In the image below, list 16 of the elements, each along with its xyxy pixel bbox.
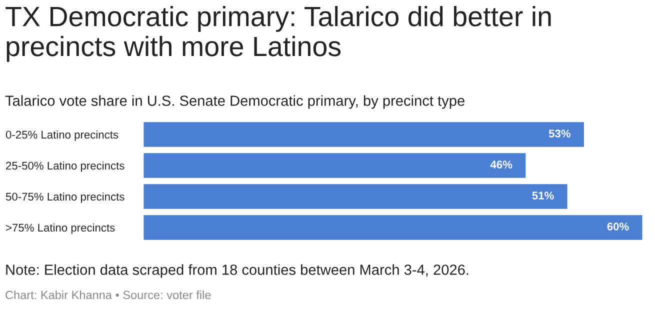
data-label: 51% [532,192,554,200]
y-tick-label: 50-75% Latino precincts [6,192,124,203]
text: Note: Election data scraped from 18 counties between March 3-4, 2026. [6,264,468,278]
y-tick-label: >75% Latino precincts [6,223,115,234]
y-tick-label: 25-50% Latino precincts [6,161,124,172]
y-tick-label: 0-25% Latino precincts [6,130,118,141]
chart-title: TX Democratic primary: Talarico did better in precincts with more Latinos [6,6,551,62]
bar [143,120,586,148]
bar [143,152,528,180]
data-label: 53% [548,130,570,138]
data-label: 46% [490,160,512,168]
bar [143,182,569,210]
chart-subtitle: Talarico vote share in U.S. Senate Democratic primary, by precinct type [5,95,464,109]
data-label: 60% [607,222,629,230]
bar [143,214,643,242]
text: Chart: Kabir Khanna • Source: voter file [6,290,211,300]
